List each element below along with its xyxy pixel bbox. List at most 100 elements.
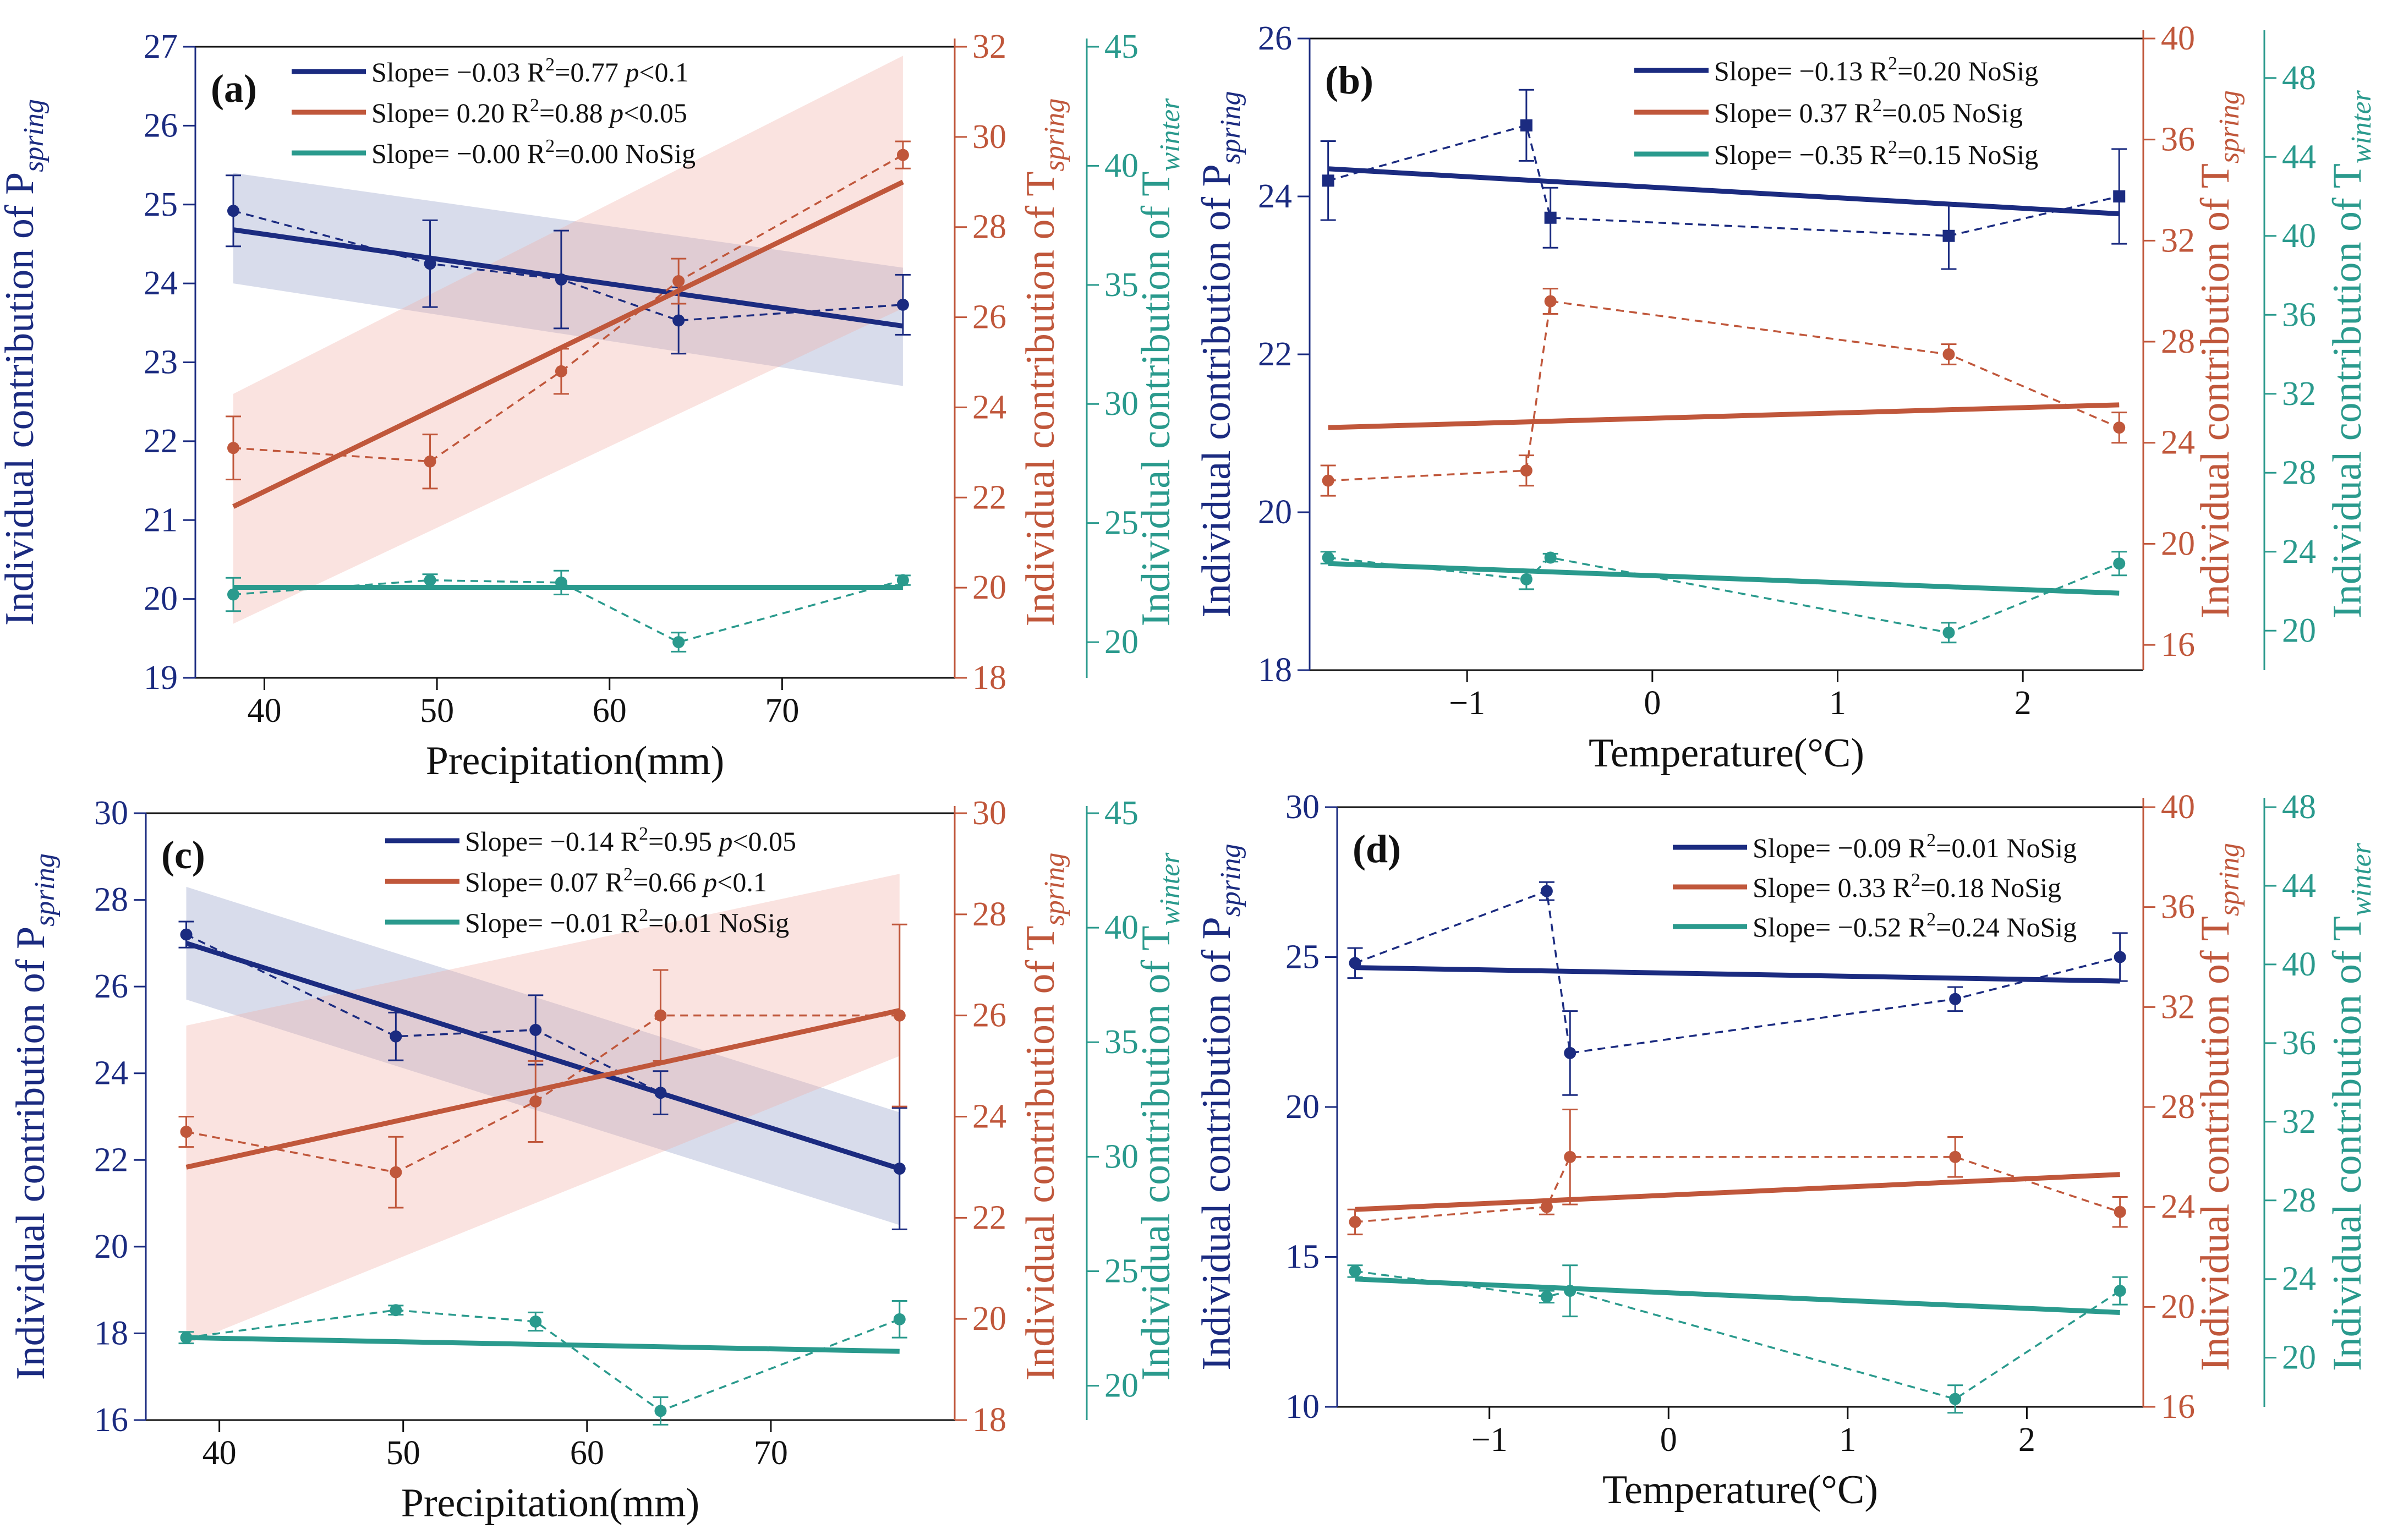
left-axis-title: Individual contribution of Pspring xyxy=(8,853,61,1380)
fit-line-P_spring xyxy=(233,227,904,329)
data-point-T_winter xyxy=(1544,551,1557,564)
data-point-P_spring xyxy=(1322,174,1334,187)
x-tick-label: −1 xyxy=(1449,684,1485,722)
series-T_spring xyxy=(178,923,907,1209)
left-tick-label: 18 xyxy=(1258,651,1292,689)
data-point-T_winter xyxy=(180,1331,193,1344)
data-point-T_spring xyxy=(896,149,909,161)
left-tick-label: 16 xyxy=(94,1401,128,1439)
legend-entry: Slope= 0.37 R2=0.05 NoSig xyxy=(1714,95,2023,128)
data-point-T_winter xyxy=(654,1405,667,1417)
x-tick-label: 70 xyxy=(754,1434,788,1472)
legend-entry: Slope= 0.07 R2=0.66 p<0.1 xyxy=(465,864,767,897)
right1-tick-label: 20 xyxy=(2161,1288,2195,1325)
left-tick-label: 23 xyxy=(144,344,178,381)
right2-tick-label: 28 xyxy=(2282,454,2316,491)
dashed-connector-T_spring xyxy=(1328,300,2120,482)
left-tick-label: 19 xyxy=(144,659,178,697)
right2-axis-title: Individual contribution of Twinter xyxy=(2325,842,2377,1371)
left-tick-label: 26 xyxy=(144,107,178,144)
dashed-connector-T_winter xyxy=(1355,1270,2121,1400)
data-point-P_spring xyxy=(1949,993,1962,1005)
data-point-T_winter xyxy=(227,588,239,601)
x-axis-title: Temperature(°C) xyxy=(1589,731,1864,776)
left-tick-label: 26 xyxy=(94,968,128,1005)
right2-tick-label: 40 xyxy=(1104,147,1138,184)
panel-label: (b) xyxy=(1325,58,1373,102)
data-point-P_spring xyxy=(2114,951,2126,963)
right1-tick-label: 28 xyxy=(972,209,1006,246)
data-point-T_winter xyxy=(1540,1290,1553,1303)
right1-tick-label: 28 xyxy=(972,896,1006,933)
fit-line-T_winter xyxy=(186,1335,900,1354)
right1-tick-label: 24 xyxy=(972,388,1006,426)
left-tick-label: 30 xyxy=(94,794,128,832)
series-T_spring xyxy=(1347,1109,2128,1236)
data-point-T_spring xyxy=(390,1166,402,1179)
left-axis-title: Individual contribution of Pspring xyxy=(1194,843,1246,1370)
right1-tick-label: 18 xyxy=(972,659,1006,697)
data-point-T_spring xyxy=(1949,1150,1962,1163)
data-point-T_spring xyxy=(2113,421,2126,434)
fit-line-T_spring xyxy=(1328,402,2120,430)
right2-axis-title: Individual contribution of Twinter xyxy=(2325,90,2377,618)
data-point-T_winter xyxy=(2114,1285,2126,1297)
data-point-T_spring xyxy=(1540,1201,1553,1213)
data-point-T_winter xyxy=(2113,557,2126,570)
x-axis-title: Precipitation(mm) xyxy=(401,1481,700,1526)
legend-entry: Slope= −0.01 R2=0.01 NoSig xyxy=(465,905,789,938)
right1-tick-label: 20 xyxy=(2161,525,2195,562)
right2-tick-label: 40 xyxy=(2282,217,2316,255)
left-tick-label: 22 xyxy=(1258,336,1292,373)
right1-tick-label: 40 xyxy=(2161,20,2195,57)
left-tick-label: 21 xyxy=(144,501,178,539)
right1-tick-label: 32 xyxy=(2161,988,2195,1026)
right1-tick-label: 30 xyxy=(972,118,1006,156)
left-tick-label: 20 xyxy=(144,580,178,618)
right1-tick-label: 24 xyxy=(2161,424,2195,462)
right1-tick-label: 36 xyxy=(2161,889,2195,926)
dashed-connector-P_spring xyxy=(1354,890,2121,1054)
right1-tick-label: 28 xyxy=(2161,1088,2195,1126)
data-point-T_winter xyxy=(1942,626,1955,639)
legend: Slope= −0.13 R2=0.20 NoSig Slope= 0.37 R2… xyxy=(1634,53,2038,170)
data-point-P_spring xyxy=(1349,957,1361,969)
right2-axis-title: Individual contribution of Twinter xyxy=(1134,98,1186,627)
data-point-P_spring xyxy=(1520,119,1532,131)
right2-tick-label: 20 xyxy=(2282,612,2316,649)
x-tick-label: 2 xyxy=(2018,1421,2035,1459)
dashed-connector-T_spring xyxy=(1355,1156,2121,1223)
data-point-T_spring xyxy=(1322,474,1334,487)
left-tick-label: 22 xyxy=(144,423,178,460)
fit-line-T_spring xyxy=(1355,1172,2120,1212)
legend-entry: Slope= −0.13 R2=0.20 NoSig xyxy=(1714,53,2038,86)
right2-tick-label: 48 xyxy=(2282,788,2316,826)
left-tick-label: 20 xyxy=(94,1228,128,1265)
legend: Slope= −0.03 R2=0.77 p<0.1 Slope= 0.20 R2… xyxy=(292,54,696,169)
x-tick-label: 1 xyxy=(1829,684,1846,722)
data-point-T_winter xyxy=(1949,1393,1962,1405)
data-point-T_spring xyxy=(1942,348,1955,360)
x-tick-label: −1 xyxy=(1471,1421,1508,1459)
x-tick-label: 50 xyxy=(386,1434,420,1472)
right2-tick-label: 44 xyxy=(2282,867,2316,905)
data-point-P_spring xyxy=(896,298,909,311)
data-point-T_spring xyxy=(180,1126,193,1138)
data-point-P_spring xyxy=(529,1023,542,1036)
fit-line-P_spring xyxy=(1355,965,2120,984)
data-point-T_spring xyxy=(1520,464,1532,477)
data-point-T_spring xyxy=(1544,295,1557,308)
data-point-P_spring xyxy=(1942,229,1955,242)
right2-tick-label: 40 xyxy=(2282,946,2316,983)
data-point-T_winter xyxy=(555,576,567,589)
right1-tick-label: 40 xyxy=(2161,788,2195,826)
data-point-P_spring xyxy=(424,257,436,270)
confidence-bands xyxy=(186,874,900,1345)
right2-tick-label: 30 xyxy=(1104,385,1138,423)
left-tick-label: 24 xyxy=(1258,178,1292,215)
fit-line-T_winter xyxy=(1328,561,2120,596)
data-point-P_spring xyxy=(1540,885,1553,897)
panel-c: 40 50 60 70 Precipitation(mm) 16 18 20 22 24 26 28 3… xyxy=(8,794,1186,1526)
legend-entry: Slope= −0.14 R2=0.95 p<0.05 xyxy=(465,824,796,857)
right2-tick-label: 40 xyxy=(1104,909,1138,946)
